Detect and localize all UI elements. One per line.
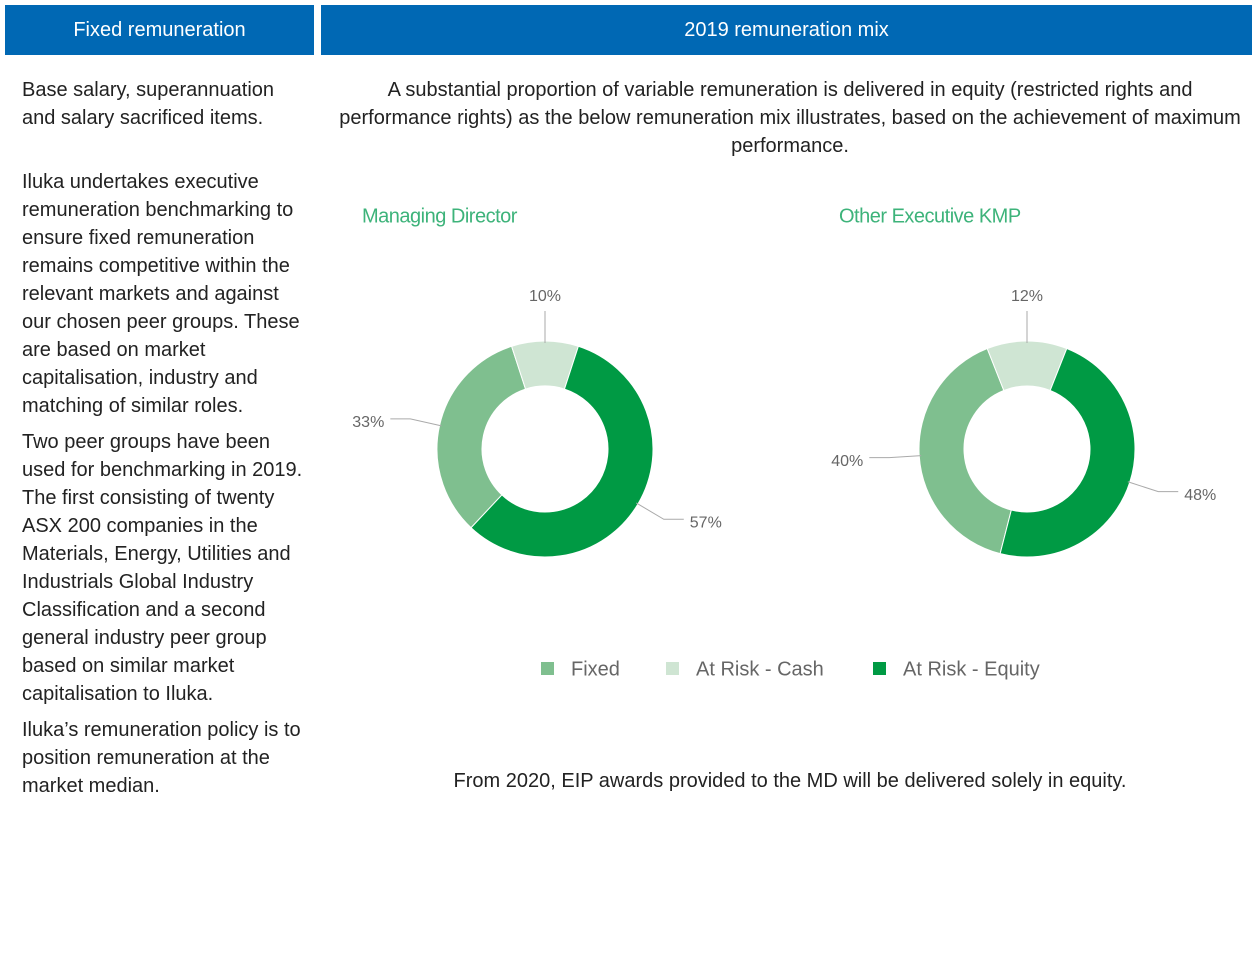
data-label: 33% bbox=[352, 414, 384, 431]
leader-line bbox=[635, 502, 684, 520]
footer-note: From 2020, EIP awards provided to the MD… bbox=[453, 770, 1127, 792]
legend-label: At Risk - Equity bbox=[903, 658, 1040, 680]
paragraph: Iluka’s remuneration policy is to positi… bbox=[22, 719, 301, 797]
data-label: 48% bbox=[1184, 487, 1216, 504]
data-label: 40% bbox=[831, 453, 863, 470]
chart-title: Managing Director bbox=[362, 205, 518, 227]
intro: A substantial proportion of variable rem… bbox=[339, 79, 1241, 157]
paragraph: Iluka undertakes executive remuneration … bbox=[22, 171, 300, 417]
legend-swatch bbox=[541, 662, 554, 675]
donut-segment bbox=[918, 347, 1012, 555]
paragraph: Two peer groups have been used for bench… bbox=[22, 431, 303, 705]
left-column: Base salary, superannuation and salary s… bbox=[22, 76, 304, 808]
donut-segment bbox=[999, 347, 1136, 558]
header: Fixed remuneration bbox=[5, 5, 314, 55]
legend-swatch bbox=[666, 662, 679, 675]
data-label: 10% bbox=[529, 288, 561, 305]
legend-label: Fixed bbox=[571, 658, 620, 680]
legend-swatch bbox=[873, 662, 886, 675]
donut-segment bbox=[470, 345, 654, 558]
leader-line bbox=[1127, 481, 1179, 493]
chart-title: Other Executive KMP bbox=[839, 205, 1021, 227]
donut-segment bbox=[436, 345, 527, 529]
paragraph: Base salary, superannuation and salary s… bbox=[22, 79, 275, 129]
leader-line bbox=[390, 418, 442, 427]
data-label: 12% bbox=[1011, 288, 1043, 305]
legend-label: At Risk - Cash bbox=[696, 658, 824, 680]
leader-line bbox=[869, 455, 922, 459]
header: 2019 remuneration mix bbox=[321, 5, 1252, 55]
data-label: 57% bbox=[690, 514, 722, 531]
